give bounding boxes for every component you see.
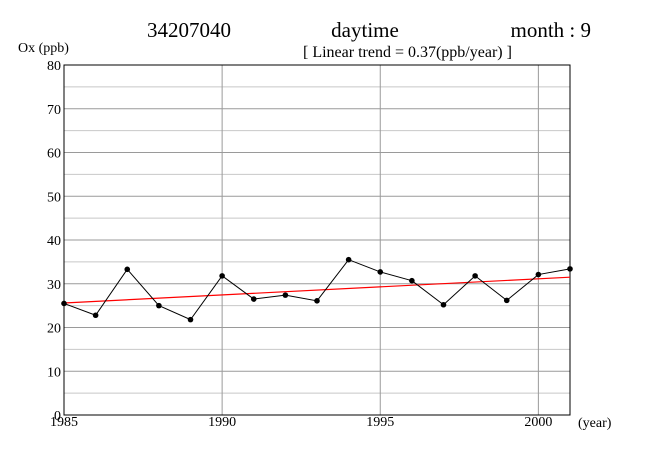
- data-point: [124, 266, 131, 273]
- data-point: [314, 298, 320, 304]
- x-tick-label: 1995: [366, 415, 394, 430]
- x-axis-label: (year): [578, 416, 612, 431]
- trend-line-layer: [63, 276, 571, 304]
- linear-trend-subtitle: [ Linear trend = 0.37(ppb/year) ]: [303, 44, 512, 61]
- y-tick-label: 80: [47, 59, 61, 74]
- period-title: daytime: [331, 18, 399, 42]
- data-point: [377, 269, 384, 275]
- y-tick-label: 60: [47, 147, 61, 162]
- data-point: [92, 312, 99, 319]
- data-point: [567, 266, 573, 272]
- plot-frame: [63, 64, 571, 416]
- data-point: [156, 302, 162, 309]
- data-point: [503, 297, 510, 304]
- data-point: [535, 271, 542, 278]
- data-point: [345, 256, 352, 263]
- y-tick-label: 50: [47, 190, 61, 205]
- series-layer: [61, 256, 573, 323]
- data-point: [187, 316, 194, 323]
- y-tick-label: 30: [47, 278, 61, 293]
- data-point: [409, 277, 415, 284]
- data-point: [472, 273, 478, 279]
- data-point: [282, 292, 289, 298]
- x-tick-label: 1985: [50, 415, 78, 430]
- y-tick-label: 0: [54, 409, 61, 424]
- x-tick-labels: 1985 1990 1995 2000: [50, 415, 552, 430]
- station-id-title: 34207040: [147, 18, 231, 42]
- data-point: [61, 300, 67, 307]
- y-tick-label: 40: [47, 234, 61, 249]
- x-tick-label: 1990: [208, 415, 236, 430]
- y-axis-label: Ox (ppb): [18, 41, 69, 56]
- linear-trend-line: [63, 276, 571, 304]
- data-point: [250, 296, 257, 302]
- x-tick-label: 2000: [524, 415, 552, 430]
- y-tick-label: 20: [47, 322, 61, 337]
- gridlines: [64, 65, 570, 415]
- y-tick-label: 10: [47, 365, 61, 380]
- data-point: [440, 301, 447, 308]
- month-title: month : 9: [510, 18, 591, 42]
- y-tick-labels: 0 10 20 30 40 50 60 70 80: [47, 59, 61, 424]
- y-tick-label: 70: [47, 103, 61, 118]
- data-point: [219, 273, 225, 279]
